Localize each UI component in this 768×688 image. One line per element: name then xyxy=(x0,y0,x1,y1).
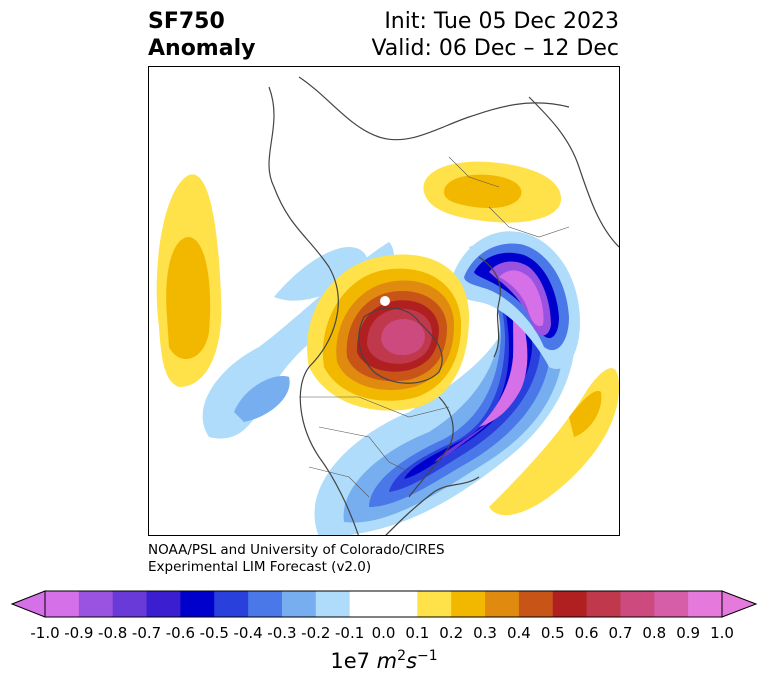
map-canvas xyxy=(156,76,619,535)
colorbar-cell xyxy=(518,591,554,617)
colorbar-cell xyxy=(281,591,317,617)
colorbar-cell xyxy=(552,591,588,617)
colorbar-tick-label: 0.5 xyxy=(540,624,565,642)
colorbar-tick-label: 0.8 xyxy=(642,624,667,642)
colorbar-tick-label: 0.7 xyxy=(608,624,633,642)
colorbar-tick-label: 0.2 xyxy=(439,624,464,642)
colorbar-extend-right xyxy=(721,590,758,618)
colorbar-tick-label: -0.6 xyxy=(165,624,196,642)
date-header: Init: Tue 05 Dec 2023 Valid: 06 Dec – 12… xyxy=(371,8,619,62)
colorbar-tick-label: -0.9 xyxy=(64,624,94,642)
colorbar-cell xyxy=(620,591,655,617)
colorbar-cell xyxy=(586,591,621,617)
valid-range: Valid: 06 Dec – 12 Dec xyxy=(371,36,619,61)
colorbar-outline xyxy=(44,590,723,618)
credit-line-1: NOAA/PSL and University of Colorado/CIRE… xyxy=(148,542,445,558)
init-date: Init: Tue 05 Dec 2023 xyxy=(384,9,619,34)
colorbar-cell xyxy=(485,591,520,617)
colorbar-cell xyxy=(248,591,283,617)
units-s: s xyxy=(406,649,418,673)
units-s-exp: −1 xyxy=(417,648,438,664)
colorbar-tick-label: 0.3 xyxy=(473,624,497,642)
colorbar-extend-left xyxy=(10,590,46,618)
colorbar-tick-label: -0.2 xyxy=(301,624,331,642)
colorbar-tick-label: 0.6 xyxy=(574,624,599,642)
north-pole-marker xyxy=(380,296,390,306)
colorbar-tick-label: -0.8 xyxy=(98,624,128,642)
colorbar-tick-label: 0.4 xyxy=(506,624,531,642)
colorbar-cell xyxy=(146,591,181,617)
colorbar-tick-label: 0.0 xyxy=(371,624,396,642)
units-m-exp: 2 xyxy=(397,648,407,664)
colorbar-cell xyxy=(45,591,80,617)
atlantic-positive-anomaly xyxy=(489,368,619,516)
colorbar-cell xyxy=(383,591,418,617)
colorbar-cell xyxy=(688,591,723,617)
colorbar xyxy=(10,590,758,618)
credit-line-2: Experimental LIM Forecast (v2.0) xyxy=(148,559,372,575)
colorbar-tick-label: -1.0 xyxy=(30,624,60,642)
variable-label: SF750 xyxy=(148,9,225,34)
anomaly-label: Anomaly xyxy=(148,36,256,61)
credit-text: NOAA/PSL and University of Colorado/CIRE… xyxy=(148,542,445,576)
colorbar-cell xyxy=(349,591,384,617)
colorbar-cell xyxy=(417,591,452,617)
arctic-positive-anomaly xyxy=(307,254,469,411)
colorbar-cell xyxy=(180,591,215,617)
colorbar-tick-label: -0.7 xyxy=(131,624,162,642)
colorbar-tick-label: -0.3 xyxy=(267,624,297,642)
colorbar-units: 1e7 m2s−1 xyxy=(0,648,768,673)
coastlines xyxy=(268,76,619,535)
pacific-positive-anomaly xyxy=(156,174,222,387)
forecast-map xyxy=(148,66,620,536)
colorbar-cell xyxy=(214,591,249,617)
colorbar-cell xyxy=(315,591,351,617)
colorbar-tick-label: -0.4 xyxy=(233,624,263,642)
colorbar-cell xyxy=(112,591,148,617)
colorbar-tick-label: -0.5 xyxy=(199,624,229,642)
units-m: m xyxy=(376,649,398,673)
colorbar-cells xyxy=(45,591,723,617)
siberia-positive-anomaly xyxy=(423,161,562,223)
colorbar-cell xyxy=(451,591,486,617)
colorbar-tick-label: 1.0 xyxy=(710,624,734,642)
colorbar-cell xyxy=(78,591,114,617)
colorbar-tick-label: 0.9 xyxy=(676,624,701,642)
colorbar-tick-label: -0.1 xyxy=(335,624,365,642)
colorbar-tick-label: 0.1 xyxy=(405,624,430,642)
europe-negative-anomaly xyxy=(449,231,580,369)
country-borders xyxy=(299,156,570,498)
chart-title: SF750 Anomaly xyxy=(148,8,255,62)
colorbar-ticks: -1.0 -0.9 -0.8 -0.7 -0.6 -0.5 -0.4 -0.3 -0.2 -0.1… xyxy=(0,624,768,646)
colorbar-cell xyxy=(654,591,689,617)
units-prefix: 1e7 xyxy=(330,649,377,673)
